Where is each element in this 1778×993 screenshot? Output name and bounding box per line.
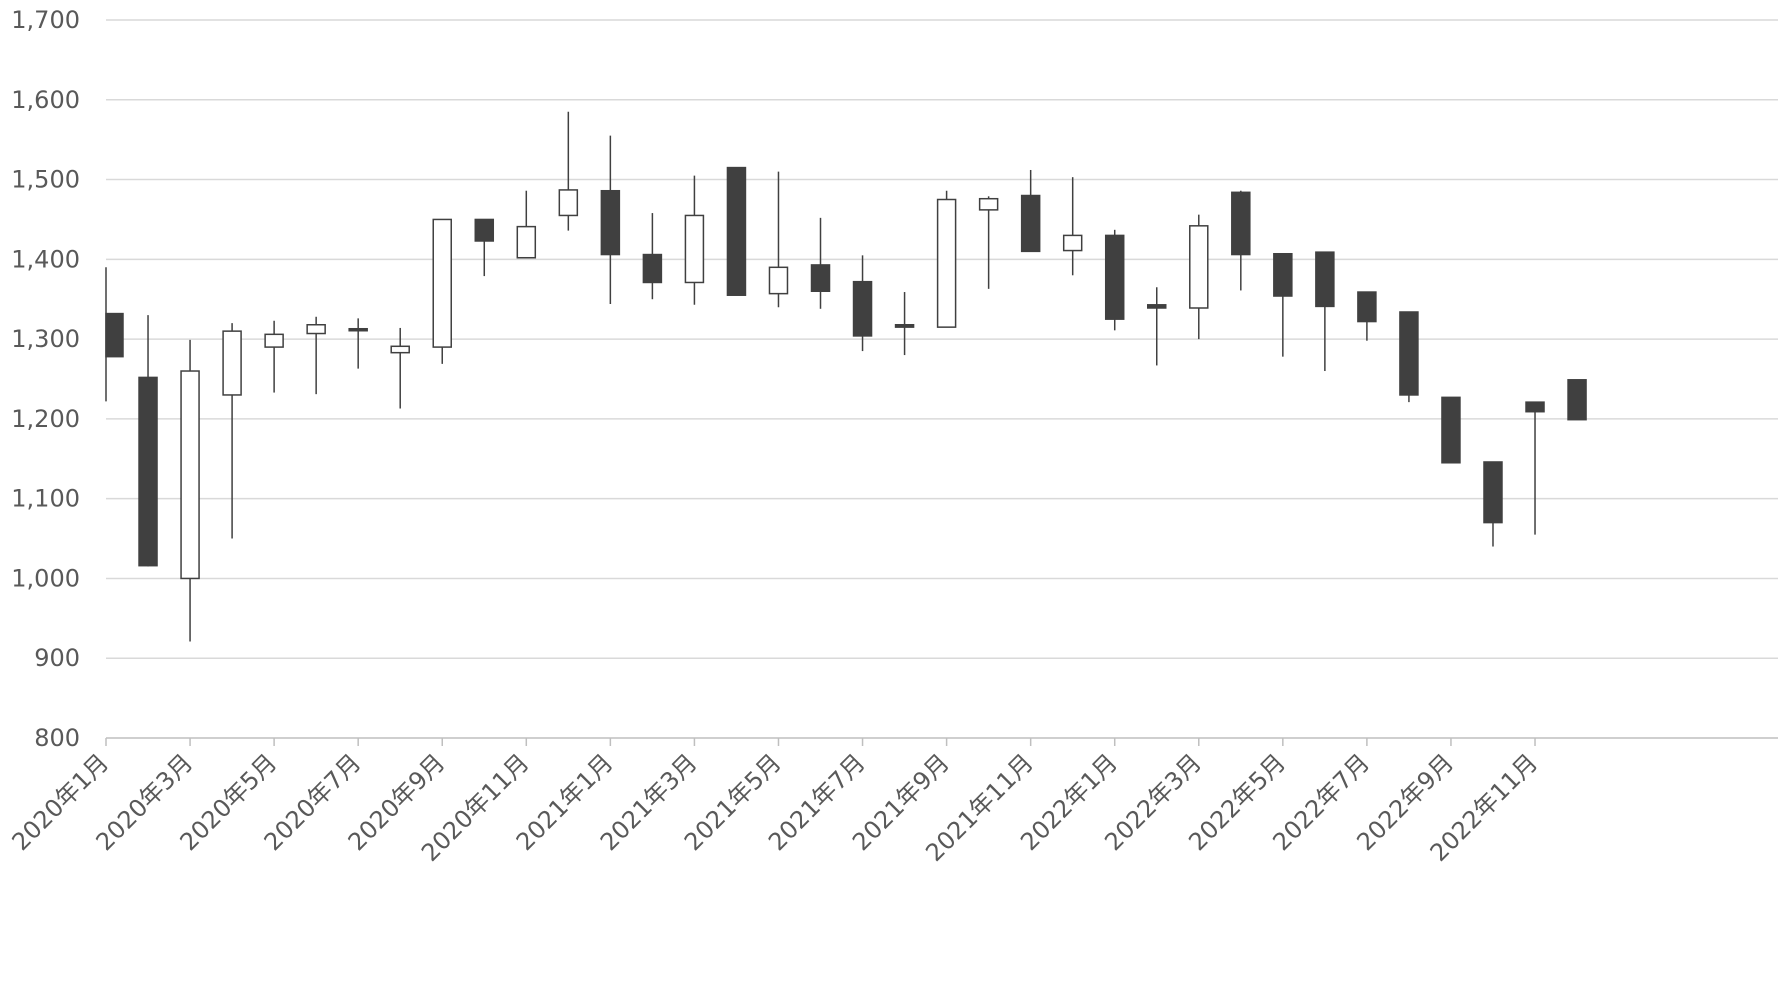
candle (600, 135, 621, 305)
y-tick-label: 1,100 (11, 485, 80, 513)
candle-body-down (348, 327, 368, 332)
candle (180, 339, 200, 642)
y-tick-label: 1,000 (11, 564, 80, 592)
candle (1104, 229, 1125, 331)
candle-body-up (684, 214, 705, 284)
candle (516, 190, 537, 259)
candle (642, 213, 663, 300)
candle-body-up (558, 189, 579, 217)
candle-body-up (936, 198, 957, 328)
candles (105, 111, 1587, 642)
candle-body-up (180, 370, 200, 580)
candle (810, 217, 831, 309)
candle-body-up (978, 197, 999, 211)
candle-body-down (105, 312, 124, 358)
candle (558, 111, 579, 231)
y-tick-label: 1,500 (11, 166, 80, 194)
candle (726, 166, 747, 296)
y-axis: 800 900 1,000 1,100 1,200 1,300 1,400 1,500 1,60… (11, 6, 80, 752)
candle (936, 190, 957, 328)
y-tick-label: 1,600 (11, 86, 80, 114)
candle (390, 327, 410, 409)
candle (105, 267, 124, 402)
candle-body-up (306, 324, 326, 335)
candle (264, 320, 284, 393)
candle-body-down (894, 324, 915, 328)
candle (1020, 169, 1041, 253)
candle-body-down (1399, 311, 1419, 396)
y-tick-label: 1,200 (11, 405, 80, 433)
candle-body-down (1020, 194, 1041, 253)
candle-body-down (642, 253, 663, 284)
candle-body-down (1273, 252, 1293, 297)
candle (306, 316, 326, 395)
candle (768, 171, 789, 308)
y-tick-label: 1,700 (11, 6, 80, 34)
candle (1399, 311, 1419, 403)
candle-body-down (1441, 396, 1461, 464)
candle (684, 175, 705, 305)
gridlines (106, 19, 1778, 739)
candle (138, 315, 158, 567)
candle-body-down (1525, 401, 1545, 413)
candle (1483, 461, 1503, 547)
candle (1273, 252, 1293, 357)
candle-body-down (1567, 379, 1587, 421)
y-tick-label: 800 (34, 724, 80, 752)
candle-body-up (768, 266, 789, 295)
candle-body-down (1147, 304, 1167, 309)
candle-body-down (474, 218, 495, 242)
candle-body-up (1189, 225, 1209, 309)
candle-body-down (1483, 461, 1503, 524)
candle (852, 255, 873, 352)
candle (474, 218, 495, 277)
candle (1062, 177, 1083, 276)
candle-body-up (516, 225, 537, 259)
candle (348, 318, 368, 369)
candle (1567, 379, 1587, 421)
candle (894, 292, 915, 356)
candle-body-down (600, 189, 621, 256)
candle-body-up (264, 333, 284, 348)
candle-body-up (432, 218, 452, 348)
candle (1315, 251, 1335, 372)
candle (1357, 291, 1377, 341)
x-axis: 2020年1月2020年3月2020年5月2020年7月2020年9月2020年… (7, 738, 1543, 867)
candle-body-down (1357, 291, 1377, 323)
candle-body-up (222, 330, 242, 396)
y-tick-label: 1,400 (11, 245, 80, 273)
candle-body-down (810, 264, 831, 292)
candle (222, 323, 242, 539)
candle (978, 196, 999, 289)
candle (432, 218, 452, 364)
candle (1441, 396, 1461, 464)
candle-body-up (1062, 234, 1083, 252)
candle (1147, 287, 1167, 366)
candle-body-down (1315, 251, 1335, 308)
candle-body-down (138, 376, 158, 567)
candle-body-down (1104, 234, 1125, 320)
candle-body-up (390, 345, 410, 354)
y-tick-label: 900 (34, 644, 80, 672)
candle (1231, 190, 1251, 291)
y-tick-label: 1,300 (11, 325, 80, 353)
candle-body-down (852, 280, 873, 337)
candle (1189, 214, 1209, 340)
candle (1525, 401, 1545, 535)
candle-body-down (726, 166, 747, 296)
candle-body-down (1231, 191, 1251, 256)
